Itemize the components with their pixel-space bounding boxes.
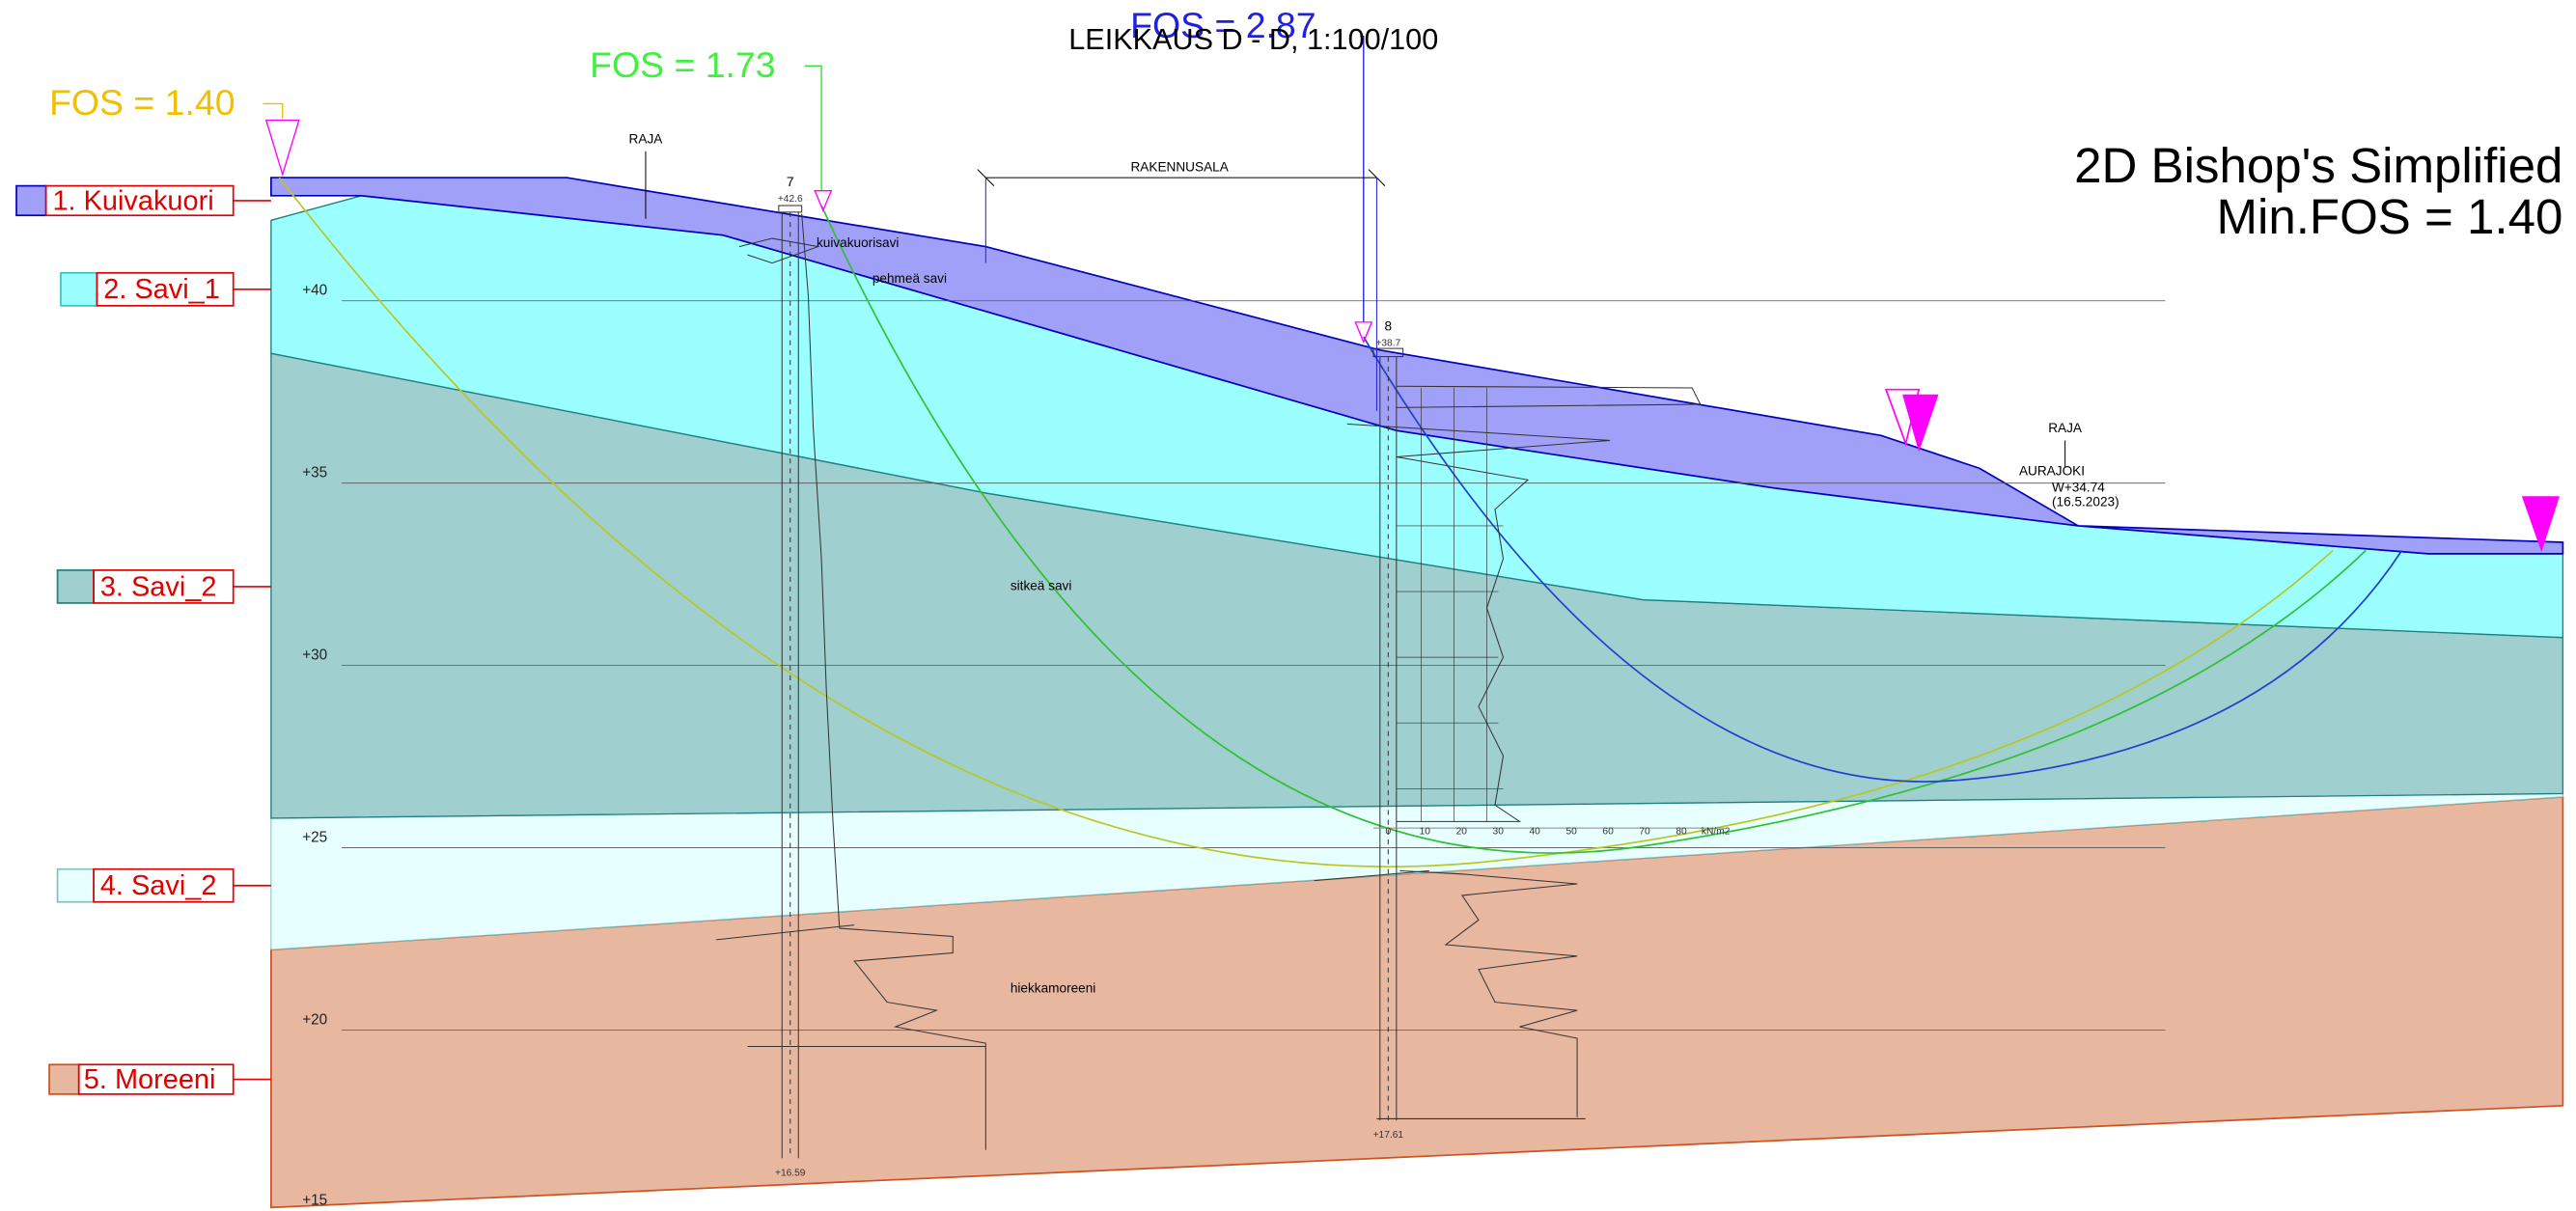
fos-leaders bbox=[263, 36, 1373, 344]
borehole-8 bbox=[1314, 347, 1726, 1121]
min-fos: Min.FOS = 1.40 bbox=[2216, 189, 2562, 244]
borehole-top: +38.7 bbox=[1375, 339, 1400, 349]
borehole-id: 8 bbox=[1385, 319, 1393, 334]
borehole-bottom: +16.59 bbox=[775, 1168, 806, 1178]
annotation: kuivakuorisavi bbox=[817, 235, 899, 250]
annotation: W+34.74 bbox=[2052, 480, 2105, 494]
annotation: pehmeä savi bbox=[873, 271, 947, 286]
water-marker bbox=[2521, 496, 2560, 553]
slip-surface-yellow bbox=[278, 177, 2334, 868]
fos-label: FOS = 2.87 bbox=[1130, 5, 1316, 45]
legend-label: 2. Savi_1 bbox=[103, 274, 220, 305]
elevation-lines bbox=[342, 300, 2166, 1031]
scale-label: 20 bbox=[1456, 826, 1468, 837]
annotation: RAKENNUSALA bbox=[1130, 159, 1229, 174]
elevation-label: +30 bbox=[302, 647, 327, 663]
scale-label: 50 bbox=[1565, 826, 1577, 837]
scale-label: 80 bbox=[1676, 826, 1687, 837]
scale-label: 10 bbox=[1420, 826, 1431, 837]
legend bbox=[15, 184, 271, 1095]
elevation-label: +20 bbox=[302, 1011, 327, 1028]
legend-label: 4. Savi_2 bbox=[100, 870, 217, 901]
elevation-label: +40 bbox=[302, 283, 327, 299]
legend-label: 1. Kuivakuori bbox=[52, 185, 213, 216]
scale-label: 0 bbox=[1385, 826, 1391, 837]
water-marker bbox=[1902, 394, 1939, 453]
slip-surface-blue bbox=[1363, 336, 2403, 783]
borehole-top: +42.6 bbox=[778, 194, 803, 205]
scale-label: 70 bbox=[1639, 826, 1650, 837]
legend-label: 3. Savi_2 bbox=[100, 571, 217, 602]
annotation: AURAJOKI bbox=[2019, 463, 2085, 478]
fos-label: FOS = 1.40 bbox=[49, 82, 235, 123]
layer-kuivakuori bbox=[270, 177, 2564, 555]
annotation: RAJA bbox=[629, 132, 664, 147]
scale-label: kN/m2 bbox=[1702, 826, 1731, 837]
elevation-label: +25 bbox=[302, 829, 327, 845]
annotation: (16.5.2023) bbox=[2052, 495, 2119, 509]
drawing-title: LEIKKAUS D - D, 1:100/100 bbox=[1068, 23, 1438, 56]
water-marker-outline bbox=[1884, 388, 1921, 447]
annotation: hiekkamoreeni bbox=[1011, 981, 1096, 996]
scale-label: 60 bbox=[1602, 826, 1614, 837]
annotation-lines bbox=[645, 151, 2066, 467]
fos-label: FOS = 1.73 bbox=[590, 44, 776, 85]
borehole-id: 7 bbox=[787, 175, 794, 189]
scale-label: 30 bbox=[1493, 826, 1505, 837]
scale-label: 40 bbox=[1529, 826, 1540, 837]
borehole-bottom: +17.61 bbox=[1373, 1130, 1404, 1141]
elevation-label: +15 bbox=[302, 1193, 327, 1209]
resistance-scale: 0 10 20 30 40 50 60 70 80 kN/m2 bbox=[1385, 826, 1730, 837]
slip-surface-green bbox=[820, 205, 2367, 854]
annotation: sitkeä savi bbox=[1011, 579, 1072, 593]
legend-label: 5. Moreeni bbox=[84, 1064, 216, 1095]
method-name: 2D Bishop's Simplified bbox=[2074, 138, 2562, 193]
annotation: RAJA bbox=[2048, 421, 2083, 435]
elevation-label: +35 bbox=[302, 465, 327, 482]
borehole-7 bbox=[716, 205, 986, 1159]
